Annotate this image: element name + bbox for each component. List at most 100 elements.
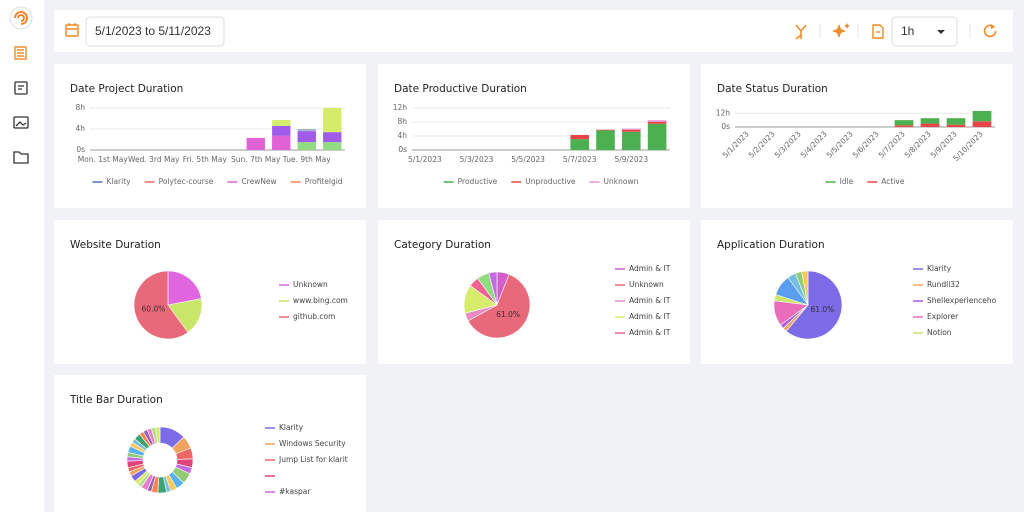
date-range-box[interactable] bbox=[85, 16, 225, 47]
y-tick-label: 4h bbox=[397, 131, 407, 140]
x-tick-label: 5/7/2023 bbox=[563, 155, 597, 164]
legend: Klarity Polytec-course CrewNew Profitelgid bbox=[92, 177, 343, 186]
x-tick-label: 5/3/2023 bbox=[773, 129, 803, 159]
legend-label: Unknown bbox=[293, 280, 328, 289]
bar-segment bbox=[972, 121, 992, 127]
bar-segment bbox=[622, 129, 641, 132]
legend: Productive Unproductive Unknown bbox=[443, 177, 639, 186]
legend-label: Klarity bbox=[927, 264, 952, 273]
bar-segment bbox=[894, 125, 914, 127]
select-caret bbox=[937, 30, 945, 34]
chart-title: Date Status Duration bbox=[717, 83, 828, 95]
y-tick-label: 0s bbox=[398, 145, 407, 154]
bar-segment bbox=[323, 108, 342, 133]
legend-label: Unknown bbox=[629, 280, 664, 289]
logo[interactable] bbox=[9, 6, 33, 30]
bar-segment bbox=[246, 137, 265, 150]
legend-label: Profitelgid bbox=[305, 177, 343, 186]
chart-card: Website Duration 60.0% Unknown www.bing.com… bbox=[54, 220, 366, 364]
bar-segment bbox=[272, 135, 291, 150]
interval-value: 1h bbox=[901, 24, 915, 38]
bar-segment bbox=[972, 111, 992, 122]
interval-select[interactable] bbox=[891, 16, 958, 47]
x-tick-label: Wed. 3rd May bbox=[128, 155, 180, 164]
y-tick-label: 12h bbox=[716, 108, 731, 117]
x-tick-label: Sun. 7th May bbox=[231, 155, 281, 164]
x-tick-label: 5/1/2023 bbox=[721, 129, 751, 159]
chart-card: Title Bar Duration Klarity Windows Securit… bbox=[54, 375, 366, 512]
bar-segment bbox=[570, 134, 589, 140]
legend-label: Unknown bbox=[604, 177, 639, 186]
chart-title: Website Duration bbox=[70, 239, 161, 251]
x-tick-label: 5/1/2023 bbox=[408, 155, 442, 164]
y-tick-label: 4h bbox=[75, 124, 85, 133]
chart-title: Application Duration bbox=[717, 239, 825, 251]
legend-label: Active bbox=[881, 177, 905, 186]
slice bbox=[801, 270, 809, 306]
legend-label: Idle bbox=[840, 177, 854, 186]
legend-label: github.com bbox=[293, 312, 335, 321]
refresh-icon[interactable] bbox=[983, 24, 997, 38]
chart-title: Title Bar Duration bbox=[69, 394, 163, 406]
y-tick-label: 8h bbox=[397, 117, 407, 126]
legend-label: Windows Security bbox=[279, 439, 346, 448]
chart-title: Category Duration bbox=[394, 239, 491, 251]
legend-label: Unproductive bbox=[525, 177, 576, 186]
bar-segment bbox=[622, 131, 641, 150]
x-tick-label: 5/7/2023 bbox=[877, 129, 907, 159]
nav-folder[interactable] bbox=[13, 151, 29, 164]
refresh-arrow bbox=[991, 24, 995, 29]
nav-list[interactable] bbox=[14, 81, 28, 95]
legend-label: Klarity bbox=[106, 177, 131, 186]
slice bbox=[467, 273, 531, 339]
x-tick-label: 5/9/2023 bbox=[614, 155, 648, 164]
bar-segment bbox=[323, 142, 342, 150]
y-tick-label: 0s bbox=[721, 122, 730, 131]
slice bbox=[785, 270, 843, 340]
slice bbox=[488, 271, 498, 306]
document-icon[interactable] bbox=[872, 24, 884, 39]
bar-segment bbox=[272, 120, 291, 126]
bar-segment bbox=[920, 123, 940, 127]
bar-segment bbox=[647, 123, 667, 150]
bar-segment bbox=[894, 120, 914, 126]
x-tick-label: Tue. 9th May bbox=[282, 155, 331, 164]
bar-segment bbox=[946, 124, 966, 127]
toolbar: 5/1/2023 to 5/11/2023 1h bbox=[54, 10, 1013, 52]
slice bbox=[133, 270, 189, 340]
chart-card: Application Duration 61.0% Klarity Rundll32… bbox=[701, 220, 1013, 364]
logo-mark bbox=[14, 11, 28, 25]
bar-segment bbox=[596, 129, 615, 131]
bar-segment bbox=[297, 131, 316, 143]
legend-label: CrewNew bbox=[241, 177, 276, 186]
nav-image[interactable] bbox=[13, 116, 29, 129]
legend-label: Admin & IT bbox=[629, 264, 671, 273]
chart-card: Date Status Duration 0s 12h 5/1/20235/2/202… bbox=[701, 64, 1013, 208]
bar-segment bbox=[946, 118, 966, 125]
legend-label: Notion bbox=[927, 328, 952, 337]
x-tick-label: 5/3/2023 bbox=[460, 155, 494, 164]
x-tick-label: 5/5/2023 bbox=[825, 129, 855, 159]
bar-segment bbox=[323, 132, 342, 143]
legend-label: www.bing.com bbox=[293, 296, 348, 305]
slice bbox=[167, 270, 202, 306]
legend-label: #kaspar bbox=[279, 487, 311, 496]
legend-label: Productive bbox=[458, 177, 498, 186]
calendar-icon[interactable] bbox=[65, 23, 79, 37]
nav-report[interactable] bbox=[14, 46, 27, 60]
value-label: 61.0% bbox=[810, 305, 834, 314]
y-tick-label: 0s bbox=[76, 145, 85, 154]
legend-label: Admin & IT bbox=[629, 328, 671, 337]
legend-label: Rundll32 bbox=[927, 280, 960, 289]
x-tick-label: 5/5/2023 bbox=[511, 155, 545, 164]
x-tick-label: Fri. 5th May bbox=[183, 155, 228, 164]
chart-card: Category Duration 61.0% Admin & IT Unknown A… bbox=[378, 220, 690, 364]
value-label: 61.0% bbox=[496, 310, 520, 319]
legend-label: Polytec-course bbox=[159, 177, 214, 186]
sparkle-icon[interactable] bbox=[832, 23, 850, 38]
merge-icon[interactable] bbox=[795, 24, 807, 40]
chart-title: Date Project Duration bbox=[70, 83, 183, 95]
legend-label: Explorer bbox=[927, 312, 959, 321]
bar-segment bbox=[272, 125, 291, 136]
y-tick-label: 12h bbox=[393, 103, 408, 112]
